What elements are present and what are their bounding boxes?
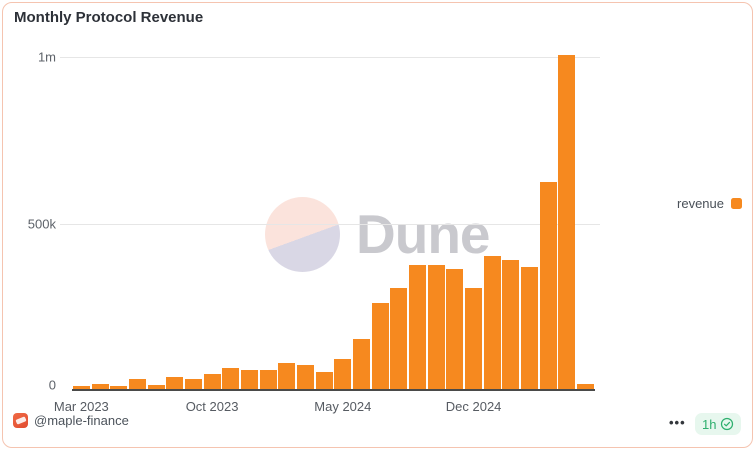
legend-item-revenue[interactable]: revenue: [640, 196, 742, 211]
author-handle: @maple-finance: [34, 413, 129, 428]
author-link[interactable]: @maple-finance: [13, 413, 129, 428]
bar-dec-2024[interactable]: [465, 287, 482, 389]
bar-apr-2024[interactable]: [315, 372, 333, 389]
bar-jan-2024[interactable]: [259, 369, 277, 389]
bar-jul-2024[interactable]: [371, 303, 389, 389]
bar-aug-2024[interactable]: [390, 287, 408, 389]
bar-apr-2023[interactable]: [91, 384, 109, 389]
bar-jan-2025[interactable]: [483, 256, 501, 389]
dune-watermark-text: Dune: [356, 203, 490, 265]
x-tick-dec-2024: Dec 2024: [445, 399, 502, 414]
bar-feb-2024[interactable]: [278, 362, 296, 389]
bar-may-2024[interactable]: [334, 358, 352, 389]
bar-series-revenue: [73, 55, 595, 389]
bar-aug-2023[interactable]: [166, 376, 184, 389]
bar-may-2023[interactable]: [110, 386, 128, 389]
bar-may-2025[interactable]: [558, 55, 576, 389]
dune-logo-circle-icon: [265, 197, 340, 272]
more-options-button[interactable]: •••: [669, 415, 686, 430]
bar-oct-2023[interactable]: [203, 373, 221, 389]
bar-jun-2025[interactable]: [577, 384, 595, 389]
bar-jun-2024[interactable]: [353, 338, 370, 389]
bar-dec-2023[interactable]: [241, 370, 258, 389]
bar-sep-2024[interactable]: [409, 265, 426, 389]
x-tick-may-2024: May 2024: [314, 399, 372, 414]
refresh-status-badge[interactable]: 1h: [695, 413, 742, 435]
y-tick-500k: 500k: [27, 216, 56, 232]
bar-jun-2023[interactable]: [129, 378, 146, 389]
gridline-1m: [60, 57, 600, 58]
bar-sep-2023[interactable]: [185, 378, 202, 389]
refresh-age-label: 1h: [702, 416, 717, 432]
bar-jul-2023[interactable]: [147, 385, 165, 389]
legend-swatch-icon: [731, 198, 742, 209]
bar-mar-2023[interactable]: [73, 385, 90, 389]
verified-check-icon: [721, 417, 734, 431]
bar-mar-2024[interactable]: [297, 364, 314, 389]
bar-feb-2025[interactable]: [502, 260, 520, 389]
y-tick-0: 0: [48, 377, 56, 393]
maple-leaf-glyph-icon: [14, 415, 27, 425]
gridline-500k: [60, 224, 600, 225]
x-tick-mar-2023: Mar 2023: [53, 399, 109, 414]
y-tick-1m: 1m: [37, 49, 56, 65]
bar-mar-2025[interactable]: [521, 267, 538, 389]
bar-apr-2025[interactable]: [539, 181, 557, 389]
bar-oct-2024[interactable]: [427, 265, 445, 389]
legend-label: revenue: [677, 196, 724, 211]
maple-finance-avatar-icon: [13, 413, 28, 428]
plot-area: [60, 55, 600, 391]
bar-nov-2023[interactable]: [222, 367, 240, 389]
bar-nov-2024[interactable]: [446, 269, 464, 389]
x-tick-oct-2023: Oct 2023: [185, 399, 239, 414]
chart-title: Monthly Protocol Revenue: [14, 9, 204, 26]
